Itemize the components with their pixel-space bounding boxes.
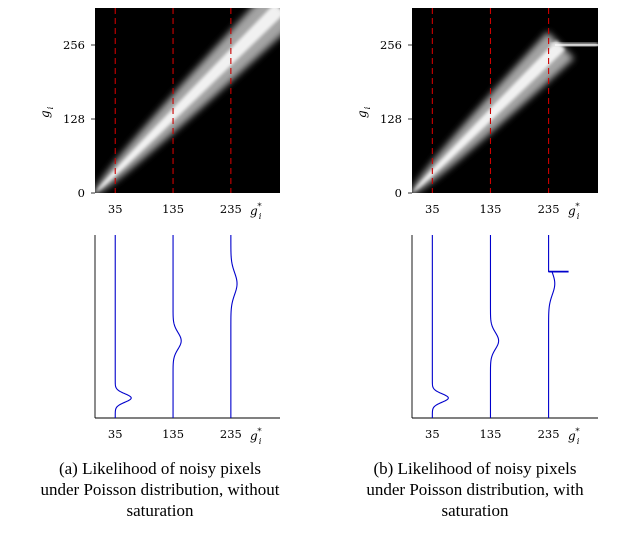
y-axis-label: gi: [38, 106, 56, 118]
profile-x-axis-label: gi*: [568, 427, 580, 447]
profile-x-tick-label-235: 235: [538, 427, 560, 441]
caption-a-line-2: under Poisson distribution, without: [40, 480, 280, 499]
likelihood-band-core: [95, 8, 280, 193]
profiles-a: 35 135 235 gi*: [94, 235, 280, 447]
caption-b-line-2: under Poisson distribution, with: [366, 480, 584, 499]
profile-curve-235: [230, 235, 238, 418]
x-tick-label-235: 235: [538, 202, 560, 216]
y-tick-label-0: 0: [395, 186, 402, 200]
y-tick-label-256: 256: [63, 38, 85, 52]
heatmap-a: 0 128 256 35 135 235 gi gi*: [38, 8, 280, 222]
profile-x-tick-label-35: 35: [108, 427, 123, 441]
profile-curve-235: [548, 235, 556, 418]
x-axis-label: gi*: [250, 202, 262, 222]
caption-a: (a) Likelihood of noisy pixels under Poi…: [5, 458, 315, 521]
y-axis-label: gi: [355, 106, 373, 118]
x-axis-label-text: gi*: [568, 202, 580, 222]
profile-curve-135: [172, 235, 182, 418]
profile-x-axis-label-text: gi*: [568, 427, 580, 447]
likelihood-band: [95, 8, 280, 193]
caption-b-line-1: (b) Likelihood of noisy pixels: [373, 459, 577, 478]
y-tick-label-256: 256: [380, 38, 402, 52]
x-tick-label-135: 135: [479, 202, 501, 216]
x-tick-label-35: 35: [108, 202, 123, 216]
panel-a: 0 128 256 35 135 235 gi gi* 35 135 235 gi*: [38, 8, 280, 447]
profile-curve-35: [431, 235, 449, 418]
caption-a-line-3: saturation: [126, 501, 194, 520]
profile-curve-135: [489, 235, 500, 418]
y-tick-label-128: 128: [63, 112, 85, 126]
profile-x-axis-label-text: gi*: [250, 427, 262, 447]
profiles-b: 35 135 235 gi*: [411, 235, 598, 447]
profile-x-tick-label-235: 235: [220, 427, 242, 441]
y-tick-label-0: 0: [78, 186, 85, 200]
x-axis-label-text: gi*: [250, 202, 262, 222]
caption-b: (b) Likelihood of noisy pixels under Poi…: [320, 458, 630, 521]
profile-x-axis-label: gi*: [250, 427, 262, 447]
x-axis-label: gi*: [568, 202, 580, 222]
likelihood-band: [412, 31, 598, 193]
x-tick-label-135: 135: [162, 202, 184, 216]
y-tick-label-128: 128: [380, 112, 402, 126]
profile-x-tick-label-35: 35: [425, 427, 440, 441]
caption-a-line-1: (a) Likelihood of noisy pixels: [58, 459, 262, 478]
profile-x-tick-label-135: 135: [162, 427, 184, 441]
panel-b: 0 128 256 35 135 235 gi gi* 35 135 235 gi*: [355, 8, 598, 447]
likelihood-band-core: [412, 40, 566, 193]
x-tick-label-235: 235: [220, 202, 242, 216]
y-axis-label-text: gi: [38, 106, 56, 118]
profile-x-tick-label-135: 135: [479, 427, 501, 441]
y-axis-label-text: gi: [355, 106, 373, 118]
caption-b-line-3: saturation: [441, 501, 509, 520]
x-tick-label-35: 35: [425, 202, 440, 216]
profile-curve-35: [114, 235, 132, 418]
heatmap-b: 0 128 256 35 135 235 gi gi*: [355, 8, 598, 222]
